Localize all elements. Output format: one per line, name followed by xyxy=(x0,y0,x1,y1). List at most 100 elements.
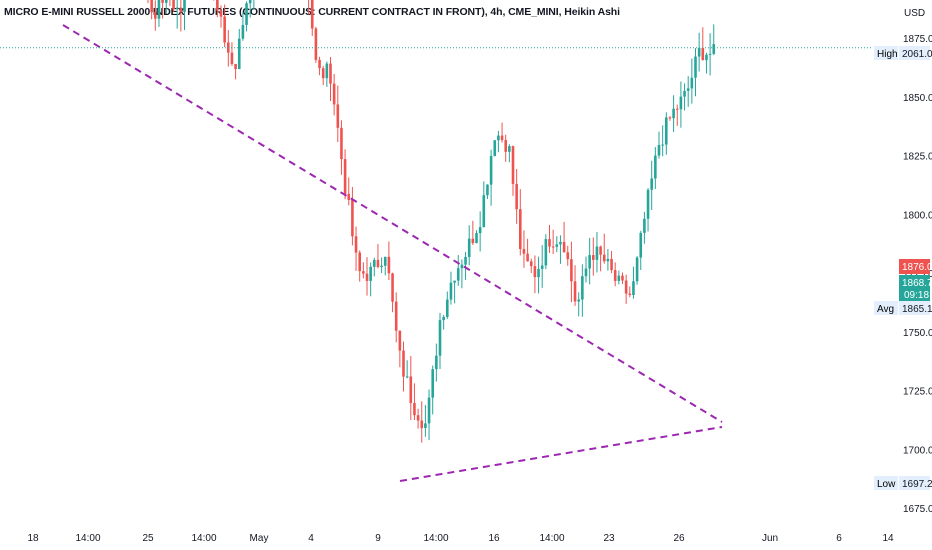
candle-body[interactable] xyxy=(529,261,533,267)
candle-body[interactable] xyxy=(336,104,340,128)
candle-body[interactable] xyxy=(708,53,712,55)
candle-body[interactable] xyxy=(621,275,624,281)
candle-body[interactable] xyxy=(157,0,161,19)
candle-body[interactable] xyxy=(493,140,497,156)
candle-body[interactable] xyxy=(610,258,613,271)
candle-body[interactable] xyxy=(632,281,635,295)
candle-body[interactable] xyxy=(318,59,321,69)
candle-body[interactable] xyxy=(413,402,416,416)
candle-body[interactable] xyxy=(424,423,427,429)
candle-body[interactable] xyxy=(467,238,471,257)
candle-body[interactable] xyxy=(606,258,610,262)
resistance-trendline[interactable] xyxy=(62,24,723,423)
candle-body[interactable] xyxy=(661,144,664,146)
candle-body[interactable] xyxy=(329,63,332,84)
candle-body[interactable] xyxy=(540,265,544,269)
candle-body[interactable] xyxy=(486,184,489,196)
candle-body[interactable] xyxy=(435,355,438,370)
candle-body[interactable] xyxy=(643,218,646,233)
candle-body[interactable] xyxy=(405,376,409,378)
candle-body[interactable] xyxy=(453,280,456,283)
candle-body[interactable] xyxy=(639,232,643,258)
candle-body[interactable] xyxy=(373,259,376,267)
candle-body[interactable] xyxy=(354,236,358,253)
candle-body[interactable] xyxy=(668,117,672,119)
candle-body[interactable] xyxy=(511,146,515,184)
candle-body[interactable] xyxy=(522,249,526,254)
candle-body[interactable] xyxy=(683,90,686,97)
candle-body[interactable] xyxy=(383,256,387,266)
candle-body[interactable] xyxy=(234,63,237,70)
candle-body[interactable] xyxy=(613,270,617,281)
candle-body[interactable] xyxy=(665,117,668,145)
candle-body[interactable] xyxy=(427,397,431,424)
candle-body[interactable] xyxy=(471,238,475,244)
candle-body[interactable] xyxy=(431,369,434,398)
candle-body[interactable] xyxy=(654,155,657,179)
candle-body[interactable] xyxy=(628,293,632,295)
candle-body[interactable] xyxy=(398,330,402,351)
candle-body[interactable] xyxy=(657,145,661,156)
candle-body[interactable] xyxy=(464,256,467,265)
candle-body[interactable] xyxy=(595,246,599,260)
candle-body[interactable] xyxy=(438,320,442,356)
candle-body[interactable] xyxy=(694,56,697,78)
candle-body[interactable] xyxy=(599,246,602,255)
candle-body[interactable] xyxy=(351,199,354,237)
candle-body[interactable] xyxy=(446,299,449,317)
support-trendline[interactable] xyxy=(399,426,723,482)
candle-body[interactable] xyxy=(475,233,478,244)
candle-body[interactable] xyxy=(325,63,329,79)
candle-body[interactable] xyxy=(420,420,424,429)
candle-body[interactable] xyxy=(332,83,336,105)
candle-body[interactable] xyxy=(624,280,628,294)
candle-body[interactable] xyxy=(584,268,588,277)
candle-body[interactable] xyxy=(489,155,493,185)
candle-body[interactable] xyxy=(237,38,241,70)
candle-body[interactable] xyxy=(161,0,164,3)
candle-body[interactable] xyxy=(154,12,157,19)
candle-body[interactable] xyxy=(172,0,175,10)
candle-body[interactable] xyxy=(416,415,420,421)
candle-body[interactable] xyxy=(183,0,186,12)
candle-body[interactable] xyxy=(559,241,562,245)
candle-body[interactable] xyxy=(241,24,245,39)
candle-body[interactable] xyxy=(519,209,522,250)
candle-body[interactable] xyxy=(347,193,351,200)
candle-body[interactable] xyxy=(592,255,595,260)
candle-body[interactable] xyxy=(245,3,248,25)
candle-body[interactable] xyxy=(588,255,591,269)
candle-body[interactable] xyxy=(617,275,621,281)
candle-body[interactable] xyxy=(497,135,500,141)
candle-body[interactable] xyxy=(500,135,504,141)
candle-body[interactable] xyxy=(164,0,168,3)
candle-body[interactable] xyxy=(460,264,464,269)
candle-body[interactable] xyxy=(508,146,511,152)
candle-body[interactable] xyxy=(478,227,482,234)
candle-body[interactable] xyxy=(504,140,507,152)
candle-body[interactable] xyxy=(442,316,445,321)
candle-body[interactable] xyxy=(602,254,606,262)
candle-body[interactable] xyxy=(394,301,398,331)
candle-body[interactable] xyxy=(376,259,380,268)
candle-body[interactable] xyxy=(515,183,518,210)
candle-body[interactable] xyxy=(343,159,347,194)
candle-body[interactable] xyxy=(697,48,701,57)
candle-body[interactable] xyxy=(566,252,570,260)
candle-body[interactable] xyxy=(369,266,372,281)
candle-body[interactable] xyxy=(179,7,183,12)
candle-body[interactable] xyxy=(705,54,708,61)
candle-body[interactable] xyxy=(216,0,219,11)
candle-body[interactable] xyxy=(537,268,540,278)
candle-body[interactable] xyxy=(646,189,650,219)
candle-body[interactable] xyxy=(482,195,486,228)
candle-body[interactable] xyxy=(391,273,394,302)
candle-body[interactable] xyxy=(562,241,566,253)
candle-body[interactable] xyxy=(544,239,548,266)
candle-body[interactable] xyxy=(387,256,391,274)
candle-body[interactable] xyxy=(223,16,226,43)
candle-body[interactable] xyxy=(321,68,325,79)
candle-body[interactable] xyxy=(581,276,584,300)
candle-body[interactable] xyxy=(340,127,343,160)
candle-body[interactable] xyxy=(573,281,577,302)
